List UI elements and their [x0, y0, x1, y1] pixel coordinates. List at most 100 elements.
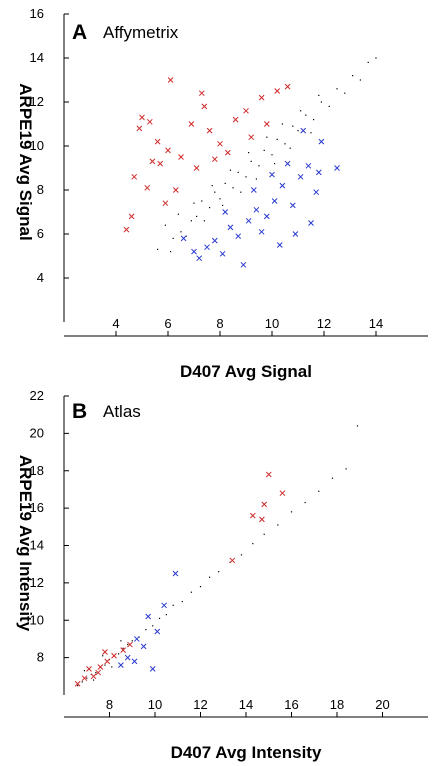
data-point-dot: [165, 614, 167, 616]
data-point-x-marker: [313, 189, 320, 196]
data-point-x-marker: [271, 198, 278, 204]
data-point-dot: [172, 604, 174, 606]
data-point-x-marker: [180, 235, 187, 242]
data-point-dot: [219, 198, 221, 200]
data-point-dot: [310, 132, 312, 134]
data-point-x-marker: [154, 138, 161, 145]
data-point-dot: [375, 57, 377, 59]
data-point-dot: [211, 185, 213, 187]
x-tick-label: 16: [284, 697, 298, 712]
data-point-dot: [240, 191, 242, 193]
data-point-dot: [102, 655, 104, 657]
data-point-dot: [222, 204, 224, 206]
data-point-x-marker: [172, 570, 179, 577]
data-point-x-marker: [157, 160, 164, 167]
data-point-dot: [170, 251, 172, 253]
x-tick-label: 14: [239, 697, 253, 712]
data-point-dot: [284, 143, 286, 145]
data-point-x-marker: [172, 187, 179, 193]
data-point-dot: [248, 152, 250, 154]
data-point-x-marker: [250, 187, 257, 193]
data-point-x-marker: [188, 121, 195, 127]
panel-a-y-axis-title: ARPE19 Avg Signal: [16, 83, 35, 240]
data-point-x-marker: [249, 512, 256, 519]
panel-b-scatter-plot: 8 10 12 14 16 18 20 8 10 12 14 16 18 20 22 B Atlas D40…: [16, 388, 428, 762]
data-point-x-marker: [240, 261, 247, 268]
x-tick-label: 8: [216, 316, 223, 331]
data-point-x-marker: [261, 501, 268, 508]
data-point-x-marker: [90, 673, 97, 680]
data-point-dot: [328, 105, 330, 107]
data-point-dot: [290, 511, 293, 513]
data-point-x-marker: [279, 490, 286, 497]
data-point-dot: [255, 178, 257, 180]
x-tick-label: 12: [193, 697, 207, 712]
data-point-dot: [177, 213, 179, 215]
y-tick-label: 14: [30, 50, 44, 65]
data-point-dot: [300, 110, 302, 112]
data-point-dot: [214, 191, 216, 193]
data-point-x-marker: [139, 114, 145, 121]
data-point-dot: [181, 600, 183, 603]
data-point-dot: [152, 625, 154, 627]
y-tick-label: 14: [30, 538, 44, 553]
data-point-x-marker: [131, 658, 138, 665]
data-point-dot: [203, 220, 205, 222]
data-point-dot: [157, 248, 159, 250]
x-tick-label: 8: [106, 697, 113, 712]
data-point-x-marker: [248, 134, 255, 141]
data-point-dot: [292, 125, 294, 127]
data-point-dot: [127, 643, 129, 646]
data-point-x-marker: [144, 184, 151, 191]
data-point-x-marker: [235, 233, 242, 240]
data-point-dot: [158, 617, 161, 619]
data-point-x-marker: [124, 654, 131, 661]
data-point-dot: [289, 147, 291, 149]
panel-b-x-axis-title: D407 Avg Intensity: [171, 743, 322, 762]
y-tick-label: 12: [30, 575, 44, 590]
data-point-dot: [201, 200, 203, 202]
data-point-x-marker: [154, 628, 161, 635]
data-point-dot: [352, 75, 354, 77]
panel-a-scatter-plot: 4 6 8 10 12 14 4 6 8 10 12 14 16 A Affymetrix D407 A…: [16, 6, 428, 381]
data-point-dot: [104, 664, 106, 666]
data-point-dot: [190, 220, 192, 222]
data-point-dot: [359, 79, 361, 81]
panel-a-letter: A: [72, 21, 87, 44]
data-point-x-marker: [204, 244, 210, 251]
data-point-dot: [92, 679, 95, 681]
data-point-dot: [250, 160, 252, 162]
data-point-x-marker: [276, 242, 283, 248]
data-point-dot: [281, 123, 283, 125]
data-point-dot: [77, 685, 79, 687]
data-point-dot: [304, 501, 306, 504]
data-point-x-marker: [222, 209, 229, 215]
data-point-x-marker: [297, 173, 304, 180]
data-point-dot: [196, 215, 198, 217]
data-point-x-marker: [120, 647, 127, 654]
data-point-dot: [345, 468, 347, 470]
data-point-dot: [266, 136, 268, 138]
data-point-dot: [313, 119, 315, 121]
data-point-x-marker: [245, 217, 252, 224]
data-point-x-marker: [292, 231, 299, 237]
data-point-x-marker: [102, 649, 108, 655]
data-point-x-marker: [81, 675, 88, 682]
data-point-x-marker: [284, 83, 291, 90]
data-point-dot: [263, 149, 265, 151]
x-tick-label: 10: [148, 697, 162, 712]
panel-b-y-axis-title: ARPE19 Avg Intensity: [16, 455, 35, 632]
x-tick-label: 20: [375, 697, 389, 712]
data-point-dot: [356, 425, 359, 427]
data-point-x-marker: [318, 138, 325, 145]
data-point-x-marker: [198, 90, 205, 97]
data-point-dot: [118, 653, 120, 655]
data-point-x-marker: [308, 220, 314, 226]
data-point-x-marker: [211, 237, 218, 244]
data-point-dot: [240, 554, 243, 556]
data-point-dot: [224, 182, 226, 184]
y-tick-label: 16: [30, 6, 44, 21]
x-tick-label: 18: [330, 697, 344, 712]
data-point-x-marker: [167, 77, 174, 83]
panel-a-title: Affymetrix: [103, 23, 179, 42]
